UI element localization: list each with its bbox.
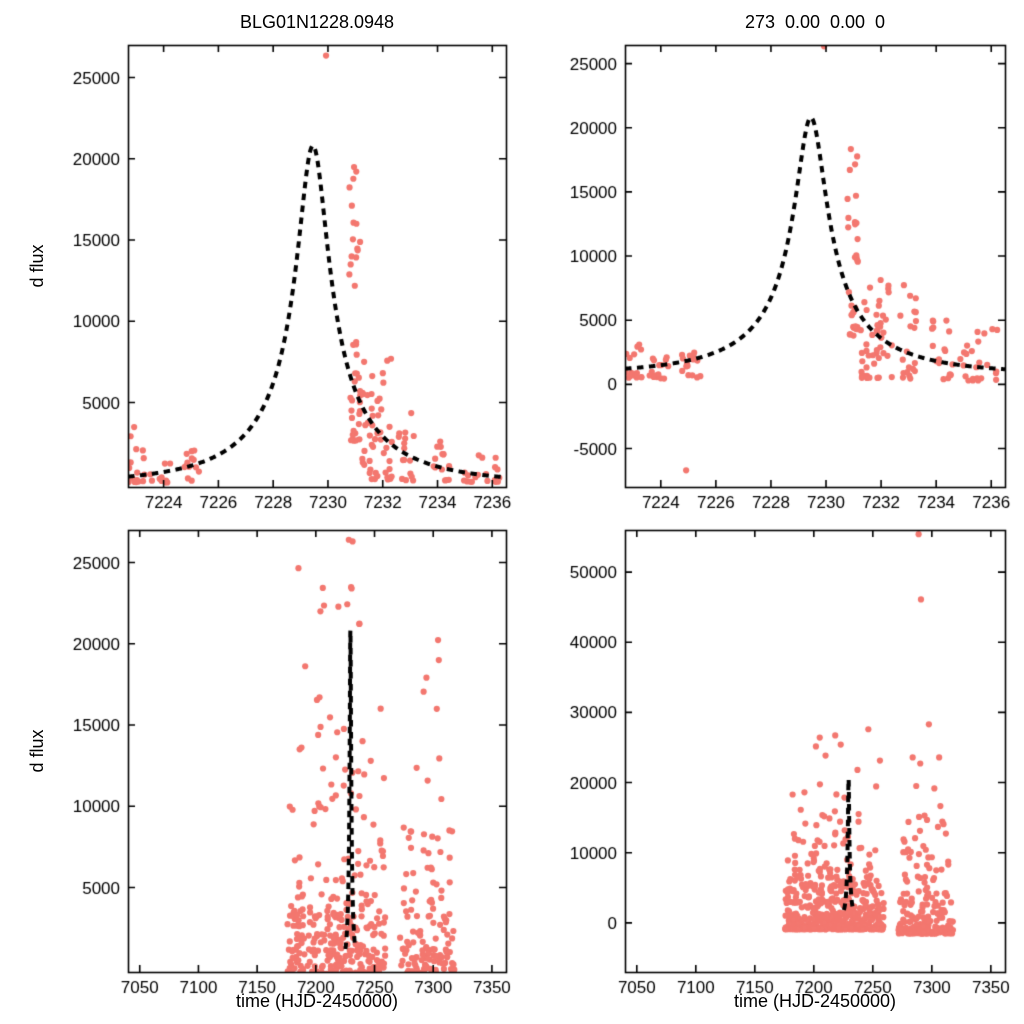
chart-bottom-left-canvas <box>0 512 512 1024</box>
bottom-left-y-axis-label: d flux <box>27 729 47 773</box>
top-left-y-axis-label: d flux <box>27 244 47 288</box>
bottom-right-x-axis-label: time (HJD-2450000) <box>733 991 897 1011</box>
top-left-chart-title: BLG01N1228.0948 <box>239 12 395 32</box>
chart-top-right-canvas <box>512 0 1024 512</box>
top-right-chart-title: 273 0.00 0.00 0 <box>744 12 886 32</box>
chart-top-left-canvas <box>0 0 512 512</box>
chart-bottom-right-canvas <box>512 512 1024 1024</box>
bottom-left-x-axis-label: time (HJD-2450000) <box>235 991 399 1011</box>
